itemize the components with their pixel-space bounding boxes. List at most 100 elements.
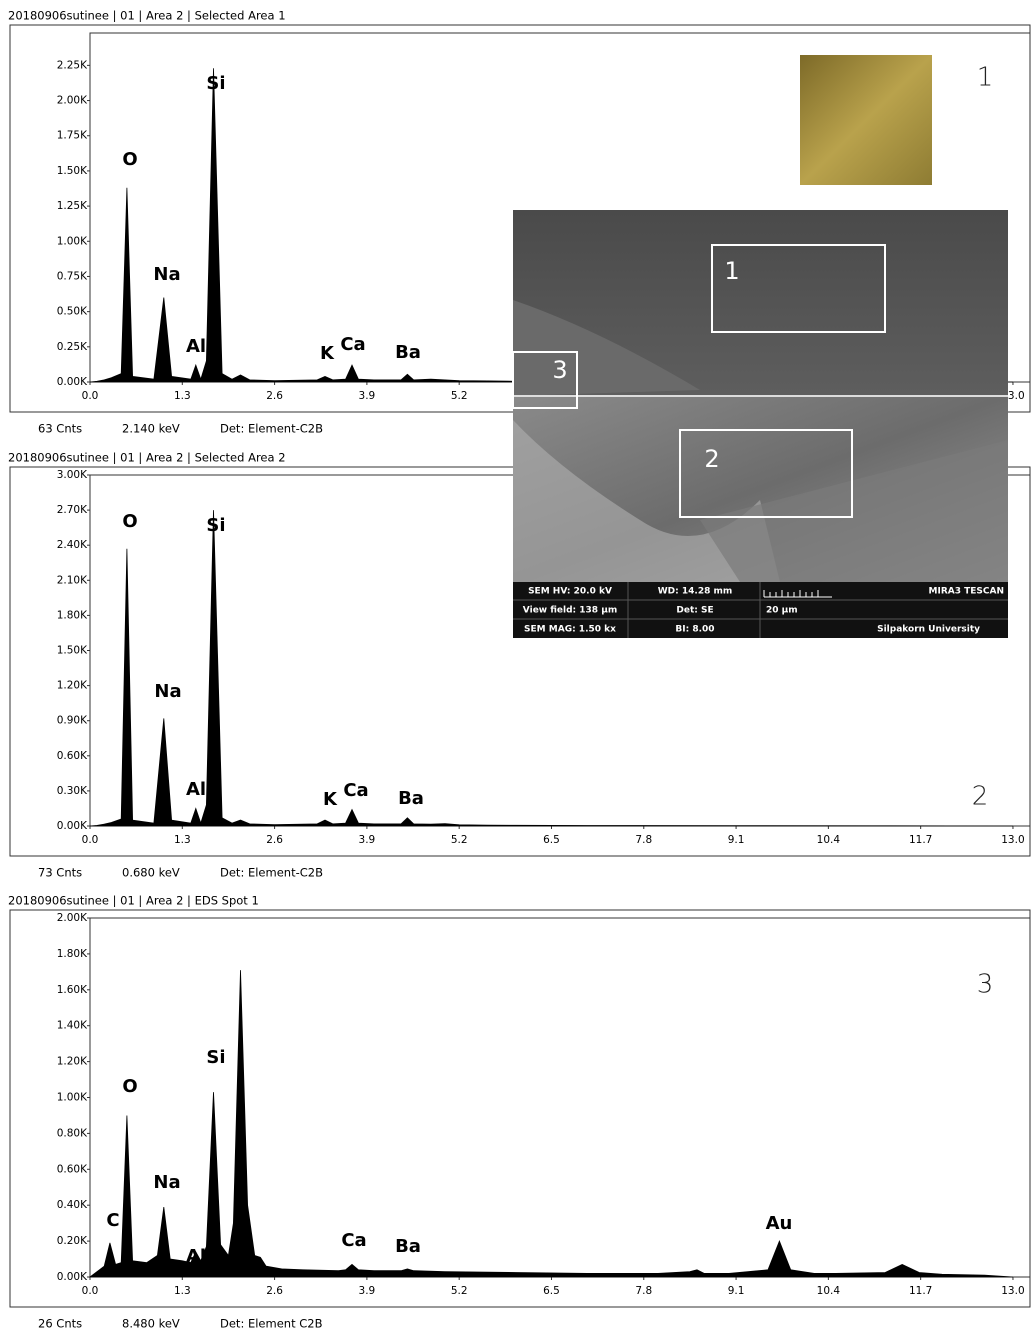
sem-info: Silpakorn University [877, 625, 980, 635]
y-tick-label: 3.00K [57, 469, 88, 481]
footer-text: 63 Cnts [38, 422, 82, 436]
peak-label: Si [206, 1047, 225, 1068]
y-tick-label: 2.00K [57, 95, 88, 107]
y-tick-label: 1.50K [57, 645, 88, 657]
box-label: 3 [552, 356, 567, 384]
footer-text: 73 Cnts [38, 866, 82, 880]
peak-label: Al [186, 779, 206, 800]
y-tick-label: 1.75K [57, 130, 88, 142]
x-tick-label: 13.0 [1001, 1285, 1024, 1297]
x-tick-label: 5.2 [451, 834, 468, 846]
y-tick-label: 2.10K [57, 574, 88, 586]
spectrum-chart: 20180906sutinee | 01 | Area 2 | EDS Spot… [8, 894, 1030, 1331]
peak-label: K [320, 343, 335, 364]
peak-label: Ba [395, 342, 421, 363]
y-tick-label: 1.60K [57, 984, 88, 996]
chart-title: 20180906sutinee | 01 | Area 2 | Selected… [8, 9, 286, 23]
x-tick-label: 3.9 [359, 834, 376, 846]
peak-label: Na [153, 1172, 180, 1193]
sem-info: WD: 14.28 mm [658, 587, 733, 597]
charts: 20180906sutinee | 01 | Area 2 | Selected… [8, 9, 1030, 1331]
x-tick-label: 10.4 [817, 1285, 841, 1297]
peak-label: Si [206, 73, 225, 94]
sem-image: SEM HV: 20.0 kV WD: 14.28 mm MIRA3 TESCA… [513, 210, 1008, 638]
x-tick-label: 1.3 [174, 834, 191, 846]
y-tick-label: 1.20K [57, 1056, 88, 1068]
y-tick-label: 0.90K [57, 715, 88, 727]
y-tick-label: 1.00K [57, 235, 88, 247]
figure: 20180906sutinee | 01 | Area 2 | Selected… [0, 0, 1036, 1338]
x-tick-label: 5.2 [451, 1285, 468, 1297]
footer-text: 2.140 keV [122, 422, 180, 436]
y-tick-label: 2.40K [57, 539, 88, 551]
y-tick-label: 0.20K [57, 1235, 88, 1247]
y-tick-label: 0.60K [57, 1163, 88, 1175]
x-tick-label: 13.0 [1001, 834, 1024, 846]
y-tick-label: 0.75K [57, 270, 88, 282]
y-tick-label: 2.25K [57, 59, 88, 71]
y-tick-label: 0.00K [57, 820, 88, 832]
y-tick-label: 0.25K [57, 341, 88, 353]
y-tick-label: 1.80K [57, 948, 88, 960]
y-tick-label: 2.70K [57, 504, 88, 516]
peak-label: Ca [341, 1230, 366, 1251]
plot-frame [90, 918, 1030, 1277]
x-tick-label: 5.2 [451, 390, 468, 402]
y-tick-label: 0.00K [57, 1271, 88, 1283]
y-tick-label: 1.40K [57, 1020, 88, 1032]
peak-label: Ba [395, 1236, 421, 1257]
footer-text: Det: Element-C2B [220, 866, 323, 880]
peak-label: Si [206, 515, 225, 536]
x-tick-label: 2.6 [266, 1285, 283, 1297]
box-label: 1 [724, 257, 739, 285]
y-tick-label: 1.50K [57, 165, 88, 177]
y-tick-label: 0.50K [57, 306, 88, 318]
x-tick-label: 3.9 [359, 1285, 376, 1297]
spectrum [90, 970, 1013, 1277]
y-tick-label: 0.60K [57, 750, 88, 762]
y-tick-label: 0.40K [57, 1199, 88, 1211]
x-tick-label: 7.8 [635, 1285, 652, 1297]
x-tick-label: 10.4 [817, 834, 841, 846]
panel-label: 3 [977, 970, 994, 1000]
x-tick-label: 0.0 [82, 1285, 99, 1297]
footer-text: 8.480 keV [122, 1317, 180, 1331]
sem-info: Det: SE [676, 606, 713, 616]
x-tick-label: 2.6 [266, 390, 283, 402]
peak-label: K [323, 789, 338, 810]
x-tick-label: 1.3 [174, 390, 191, 402]
sem-info: View field: 138 μm [523, 606, 617, 616]
x-tick-label: 1.3 [174, 1285, 191, 1297]
footer-text: Det: Element-C2B [220, 422, 323, 436]
y-tick-label: 0.00K [57, 376, 88, 388]
x-tick-label: 0.0 [82, 834, 99, 846]
chart-title: 20180906sutinee | 01 | Area 2 | EDS Spot… [8, 894, 259, 908]
sem-info: SEM HV: 20.0 kV [528, 587, 612, 597]
peak-label: O [122, 511, 137, 532]
y-tick-label: 1.25K [57, 200, 88, 212]
peak-label: O [122, 1076, 137, 1097]
x-tick-label: 9.1 [728, 834, 745, 846]
y-tick-label: 0.80K [57, 1127, 88, 1139]
peak-label: Na [154, 681, 181, 702]
peak-label: Ca [343, 780, 368, 801]
x-tick-label: 6.5 [543, 1285, 560, 1297]
y-tick-label: 1.80K [57, 609, 88, 621]
peak-label: C [106, 1210, 119, 1231]
sample-photo [800, 55, 932, 185]
y-tick-label: 0.30K [57, 785, 88, 797]
sem-info: 20 μm [766, 606, 798, 616]
x-tick-label: 3.9 [359, 390, 376, 402]
chart-title: 20180906sutinee | 01 | Area 2 | Selected… [8, 451, 286, 465]
x-tick-label: 0.0 [82, 390, 99, 402]
x-tick-label: 2.6 [266, 834, 283, 846]
box-label: 2 [704, 445, 719, 473]
peak-label: Ba [398, 788, 424, 809]
x-tick-label: 7.8 [635, 834, 652, 846]
y-tick-label: 2.00K [57, 912, 88, 924]
sem-info: MIRA3 TESCAN [929, 587, 1004, 597]
panel-label: 1 [977, 63, 994, 93]
footer-text: 0.680 keV [122, 866, 180, 880]
y-tick-label: 1.20K [57, 680, 88, 692]
sem-info: SEM MAG: 1.50 kx [524, 625, 616, 635]
